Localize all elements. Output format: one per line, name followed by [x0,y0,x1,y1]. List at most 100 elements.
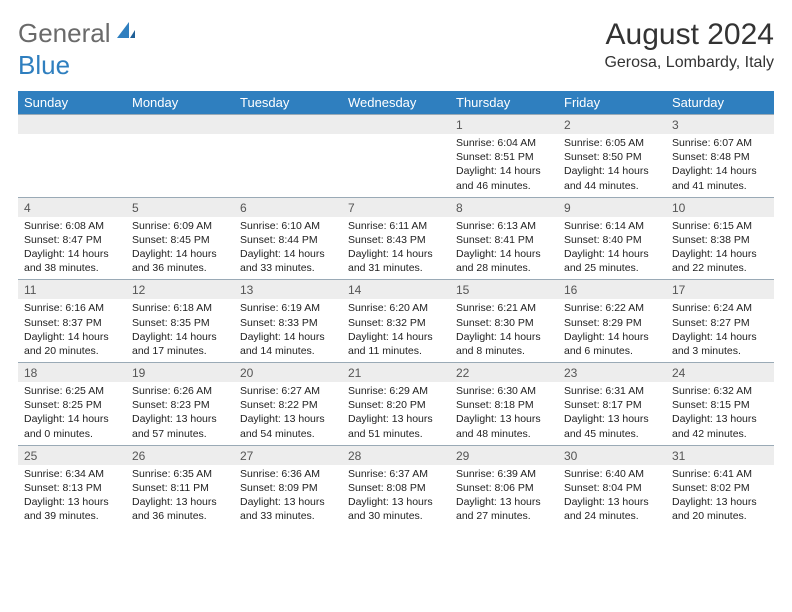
sunrise-text: Sunrise: 6:39 AM [456,467,552,481]
sunrise-text: Sunrise: 6:07 AM [672,136,768,150]
day-number-cell: 3 [666,115,774,135]
day-detail-cell: Sunrise: 6:05 AMSunset: 8:50 PMDaylight:… [558,134,666,197]
day-detail-cell: Sunrise: 6:24 AMSunset: 8:27 PMDaylight:… [666,299,774,362]
calendar-table: SundayMondayTuesdayWednesdayThursdayFrid… [18,91,774,527]
day-detail-cell: Sunrise: 6:30 AMSunset: 8:18 PMDaylight:… [450,382,558,445]
daylight-text: Daylight: 14 hours and 38 minutes. [24,247,120,275]
day-number-cell: 29 [450,445,558,465]
sunset-text: Sunset: 8:11 PM [132,481,228,495]
day-detail-cell [342,134,450,197]
sunrise-text: Sunrise: 6:10 AM [240,219,336,233]
day-number-cell [18,115,126,135]
sunrise-text: Sunrise: 6:26 AM [132,384,228,398]
day-detail-cell: Sunrise: 6:39 AMSunset: 8:06 PMDaylight:… [450,465,558,528]
daylight-text: Daylight: 14 hours and 36 minutes. [132,247,228,275]
sunset-text: Sunset: 8:44 PM [240,233,336,247]
daylight-text: Daylight: 14 hours and 33 minutes. [240,247,336,275]
day-detail-cell: Sunrise: 6:14 AMSunset: 8:40 PMDaylight:… [558,217,666,280]
day-detail-cell: Sunrise: 6:25 AMSunset: 8:25 PMDaylight:… [18,382,126,445]
day-number-cell: 5 [126,197,234,217]
daylight-text: Daylight: 13 hours and 51 minutes. [348,412,444,440]
day-number-cell: 12 [126,280,234,300]
title-block: August 2024 Gerosa, Lombardy, Italy [604,18,774,72]
sunset-text: Sunset: 8:48 PM [672,150,768,164]
sunset-text: Sunset: 8:17 PM [564,398,660,412]
day-number-cell: 1 [450,115,558,135]
day-detail-cell: Sunrise: 6:08 AMSunset: 8:47 PMDaylight:… [18,217,126,280]
sunset-text: Sunset: 8:09 PM [240,481,336,495]
day-number-cell: 8 [450,197,558,217]
weekday-header: Monday [126,91,234,115]
day-number-cell: 6 [234,197,342,217]
daylight-text: Daylight: 13 hours and 48 minutes. [456,412,552,440]
sunrise-text: Sunrise: 6:40 AM [564,467,660,481]
sunrise-text: Sunrise: 6:09 AM [132,219,228,233]
sunrise-text: Sunrise: 6:20 AM [348,301,444,315]
day-number-cell: 17 [666,280,774,300]
daylight-text: Daylight: 14 hours and 46 minutes. [456,164,552,192]
sunset-text: Sunset: 8:15 PM [672,398,768,412]
day-number-cell: 18 [18,363,126,383]
sunset-text: Sunset: 8:33 PM [240,316,336,330]
sunrise-text: Sunrise: 6:15 AM [672,219,768,233]
daylight-text: Daylight: 14 hours and 31 minutes. [348,247,444,275]
day-number-cell: 30 [558,445,666,465]
sunset-text: Sunset: 8:18 PM [456,398,552,412]
day-detail-cell: Sunrise: 6:13 AMSunset: 8:41 PMDaylight:… [450,217,558,280]
sunset-text: Sunset: 8:37 PM [24,316,120,330]
sunset-text: Sunset: 8:40 PM [564,233,660,247]
day-number-cell [234,115,342,135]
day-detail-cell [234,134,342,197]
day-number-cell: 28 [342,445,450,465]
day-detail-cell: Sunrise: 6:19 AMSunset: 8:33 PMDaylight:… [234,299,342,362]
day-detail-cell: Sunrise: 6:40 AMSunset: 8:04 PMDaylight:… [558,465,666,528]
day-detail-cell: Sunrise: 6:09 AMSunset: 8:45 PMDaylight:… [126,217,234,280]
day-detail-cell: Sunrise: 6:20 AMSunset: 8:32 PMDaylight:… [342,299,450,362]
daylight-text: Daylight: 14 hours and 14 minutes. [240,330,336,358]
sunrise-text: Sunrise: 6:13 AM [456,219,552,233]
day-number-cell: 26 [126,445,234,465]
day-detail-cell: Sunrise: 6:10 AMSunset: 8:44 PMDaylight:… [234,217,342,280]
day-detail-cell: Sunrise: 6:41 AMSunset: 8:02 PMDaylight:… [666,465,774,528]
daylight-text: Daylight: 14 hours and 20 minutes. [24,330,120,358]
sunset-text: Sunset: 8:04 PM [564,481,660,495]
daylight-text: Daylight: 13 hours and 33 minutes. [240,495,336,523]
sunset-text: Sunset: 8:43 PM [348,233,444,247]
sunrise-text: Sunrise: 6:36 AM [240,467,336,481]
day-number-cell: 27 [234,445,342,465]
day-number-cell: 7 [342,197,450,217]
sunrise-text: Sunrise: 6:37 AM [348,467,444,481]
day-detail-cell: Sunrise: 6:22 AMSunset: 8:29 PMDaylight:… [558,299,666,362]
sunrise-text: Sunrise: 6:35 AM [132,467,228,481]
day-number-cell: 21 [342,363,450,383]
daylight-text: Daylight: 14 hours and 41 minutes. [672,164,768,192]
sunrise-text: Sunrise: 6:16 AM [24,301,120,315]
sunset-text: Sunset: 8:32 PM [348,316,444,330]
daylight-text: Daylight: 13 hours and 42 minutes. [672,412,768,440]
sunset-text: Sunset: 8:06 PM [456,481,552,495]
sunset-text: Sunset: 8:41 PM [456,233,552,247]
sunrise-text: Sunrise: 6:24 AM [672,301,768,315]
sunset-text: Sunset: 8:45 PM [132,233,228,247]
sunrise-text: Sunrise: 6:30 AM [456,384,552,398]
day-number-cell: 14 [342,280,450,300]
sunrise-text: Sunrise: 6:19 AM [240,301,336,315]
day-detail-cell: Sunrise: 6:26 AMSunset: 8:23 PMDaylight:… [126,382,234,445]
day-number-cell: 16 [558,280,666,300]
weekday-header: Thursday [450,91,558,115]
sunset-text: Sunset: 8:23 PM [132,398,228,412]
day-detail-cell [18,134,126,197]
daylight-text: Daylight: 13 hours and 45 minutes. [564,412,660,440]
daylight-text: Daylight: 14 hours and 22 minutes. [672,247,768,275]
sunrise-text: Sunrise: 6:05 AM [564,136,660,150]
day-detail-cell: Sunrise: 6:04 AMSunset: 8:51 PMDaylight:… [450,134,558,197]
daylight-text: Daylight: 13 hours and 36 minutes. [132,495,228,523]
daylight-text: Daylight: 14 hours and 0 minutes. [24,412,120,440]
sunrise-text: Sunrise: 6:14 AM [564,219,660,233]
daylight-text: Daylight: 13 hours and 54 minutes. [240,412,336,440]
sunset-text: Sunset: 8:08 PM [348,481,444,495]
sunset-text: Sunset: 8:20 PM [348,398,444,412]
day-number-cell: 11 [18,280,126,300]
day-detail-cell: Sunrise: 6:37 AMSunset: 8:08 PMDaylight:… [342,465,450,528]
daylight-text: Daylight: 14 hours and 28 minutes. [456,247,552,275]
